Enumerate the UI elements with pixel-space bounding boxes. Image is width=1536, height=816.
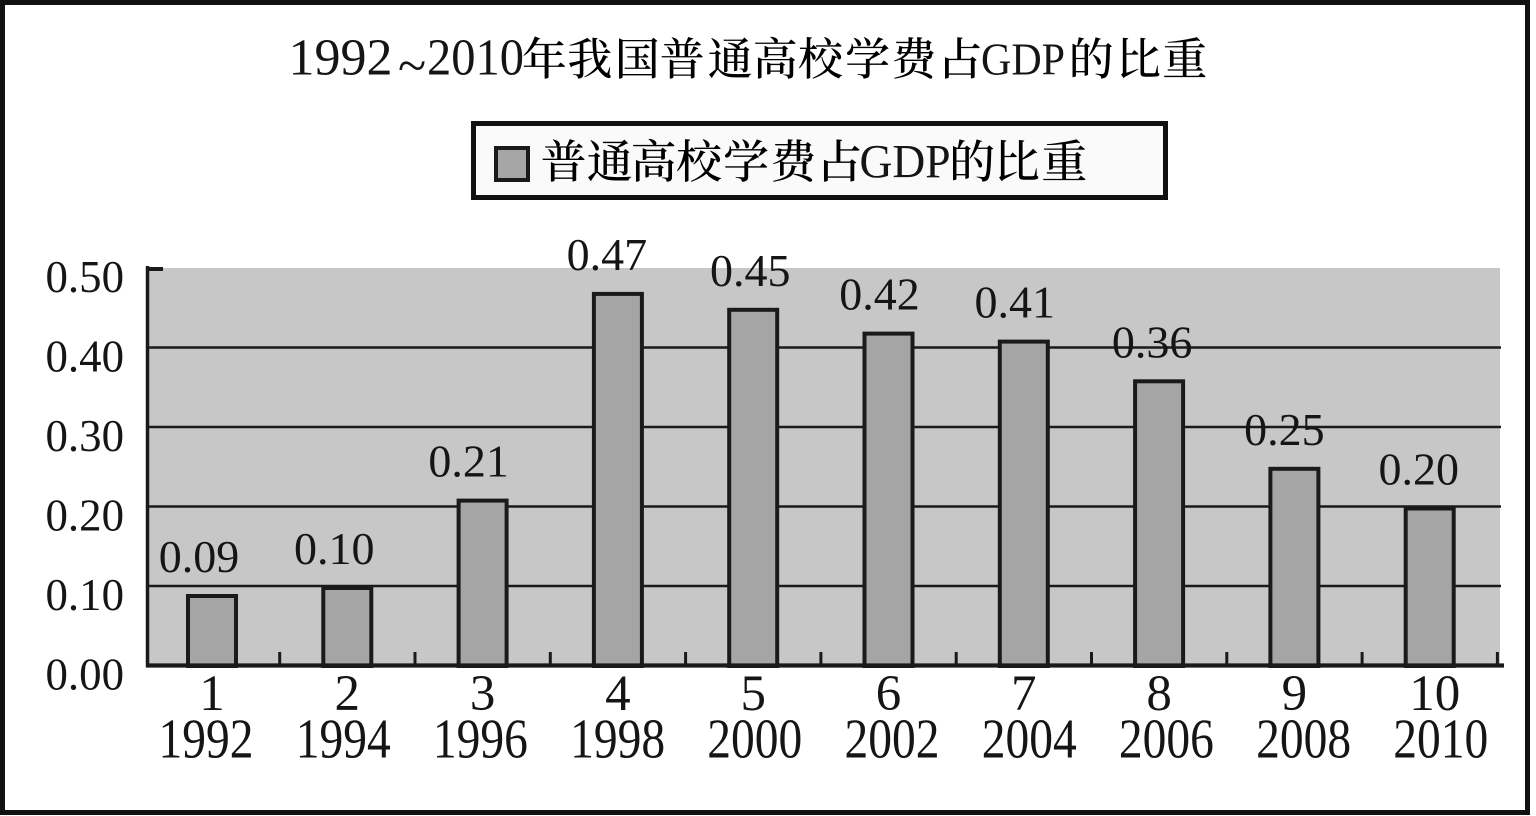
svg-text:1998: 1998	[570, 709, 665, 771]
svg-text:0.21: 0.21	[428, 436, 509, 487]
svg-text:0.30: 0.30	[46, 410, 125, 461]
svg-text:10: 10	[1409, 666, 1460, 722]
svg-text:1992: 1992	[289, 30, 393, 87]
svg-text:2006: 2006	[1119, 709, 1214, 771]
svg-text:1996: 1996	[433, 709, 528, 771]
svg-text:5: 5	[740, 666, 766, 722]
svg-text:2002: 2002	[845, 709, 940, 771]
svg-text:0.10: 0.10	[46, 569, 125, 620]
svg-text:0.25: 0.25	[1244, 404, 1325, 455]
svg-text:0.45: 0.45	[710, 245, 791, 296]
svg-text:0.10: 0.10	[294, 523, 375, 574]
svg-text:2004: 2004	[982, 709, 1077, 771]
svg-text:0.09: 0.09	[159, 531, 240, 582]
svg-text:1992: 1992	[159, 709, 254, 771]
svg-text:0.50: 0.50	[46, 251, 125, 302]
svg-text:1: 1	[199, 666, 225, 722]
svg-text:GDP: GDP	[860, 136, 951, 189]
svg-text:4: 4	[605, 666, 631, 722]
svg-text:2008: 2008	[1256, 709, 1351, 771]
svg-text:0.40: 0.40	[46, 331, 125, 382]
svg-text:0.36: 0.36	[1112, 316, 1193, 367]
svg-text:3: 3	[470, 666, 496, 722]
svg-text:0.20: 0.20	[1378, 444, 1459, 495]
svg-text:2: 2	[335, 666, 361, 722]
svg-text:2000: 2000	[707, 709, 802, 771]
svg-text:9: 9	[1282, 666, 1308, 722]
svg-text:0.20: 0.20	[46, 490, 125, 541]
svg-text:0.00: 0.00	[46, 649, 125, 700]
svg-text:7: 7	[1011, 666, 1037, 722]
svg-text:0.47: 0.47	[567, 229, 648, 280]
svg-text:2010: 2010	[427, 30, 524, 87]
svg-text:GDP: GDP	[981, 34, 1065, 85]
svg-text:0.41: 0.41	[975, 277, 1056, 328]
svg-text:1994: 1994	[296, 709, 391, 771]
svg-text:0.42: 0.42	[839, 269, 920, 320]
svg-text:6: 6	[876, 666, 902, 722]
svg-text:2010: 2010	[1393, 709, 1488, 771]
svg-text:~: ~	[398, 38, 426, 95]
svg-text:8: 8	[1146, 666, 1172, 722]
